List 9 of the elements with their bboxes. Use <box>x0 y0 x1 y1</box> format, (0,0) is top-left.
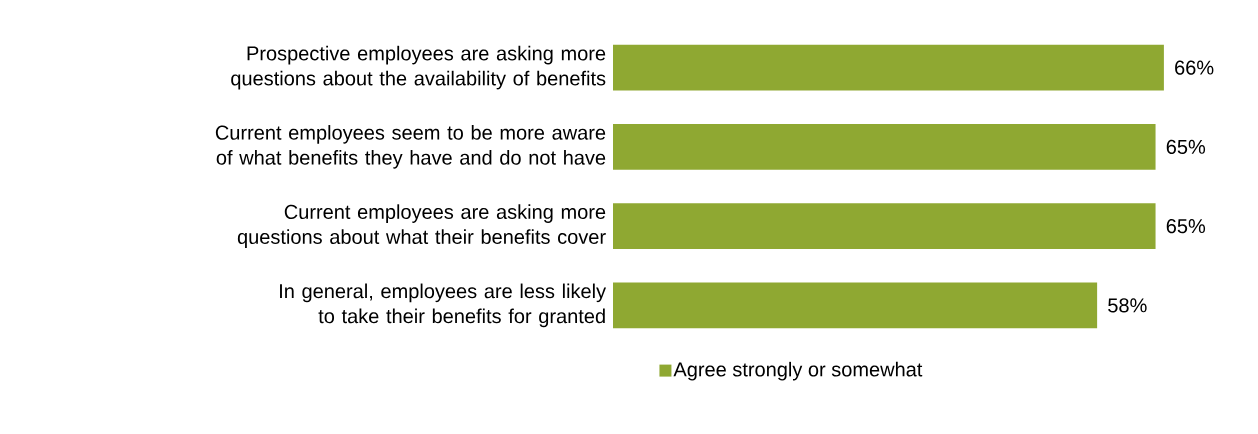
y-tick-label: Current employees are asking more questions about what their benefits cover <box>237 204 606 248</box>
y-tick-label: Prospective employees are asking more questions about the availability of benefits <box>231 45 606 90</box>
legend-label: Agree strongly or somewhat <box>673 361 923 381</box>
y-tick-label: In general, employees are less likely to take their benefits for granted <box>280 283 607 328</box>
data-label: 65% <box>1166 219 1206 234</box>
data-label: 58% <box>1108 298 1147 313</box>
data-label: 66% <box>1175 60 1214 75</box>
data-label: 65% <box>1166 139 1206 154</box>
y-tick-label: Current employees seem to be more aware of what benefits they have and do not have <box>215 125 606 169</box>
